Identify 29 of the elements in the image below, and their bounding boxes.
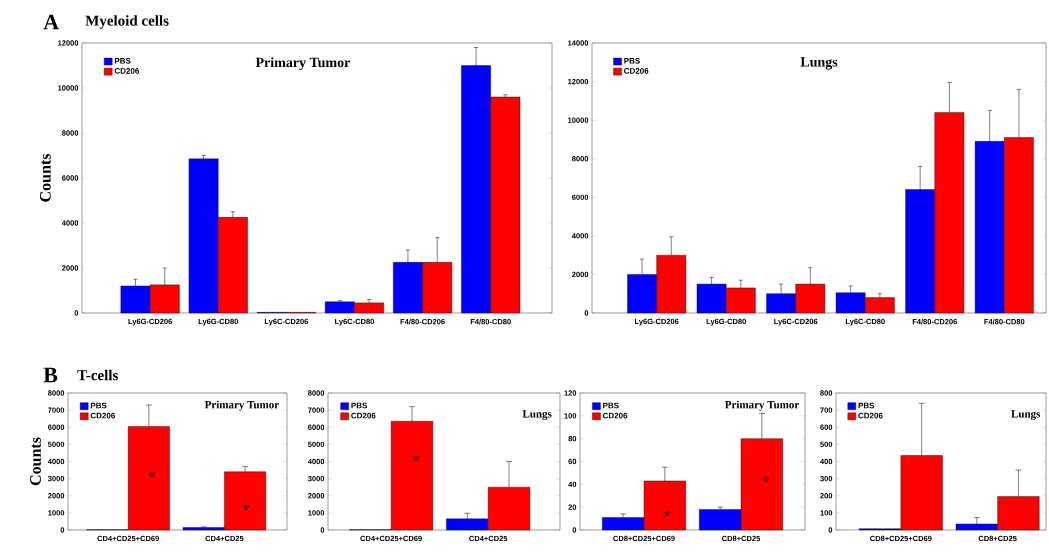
legend-label: PBS [603,402,619,409]
annotation: * [763,476,769,483]
annotation: * [243,504,249,511]
text: Primary Tumor [204,400,279,411]
text: Myeloid cells [85,15,169,29]
text: A [43,14,59,30]
text: T-cells [77,369,118,381]
y-axis-title: Counts [39,153,51,202]
legend-label: CD206 [114,68,139,74]
legend-label: CD206 [602,412,628,419]
legend-label: PBS [624,58,640,64]
legend-label: CD206 [624,68,649,74]
text: Primary Tumor [255,57,350,71]
text: Lungs [522,410,552,420]
text: Primary Tumor [724,400,799,411]
legend-label: PBS [90,402,107,409]
text: Lungs [800,57,838,70]
annotation: * [413,455,419,462]
legend-label: PBS [114,58,131,64]
text: B [43,367,58,383]
legend-label: CD206 [858,412,883,419]
legend-label: PBS [858,402,875,409]
y-axis-title: Counts [30,437,41,486]
legend-label: CD206 [90,412,115,419]
legend-label: PBS [351,402,368,409]
annotation: * [149,471,155,478]
text: Lungs [1011,410,1041,420]
annotation: * [664,510,670,517]
legend-label: CD206 [351,412,376,419]
